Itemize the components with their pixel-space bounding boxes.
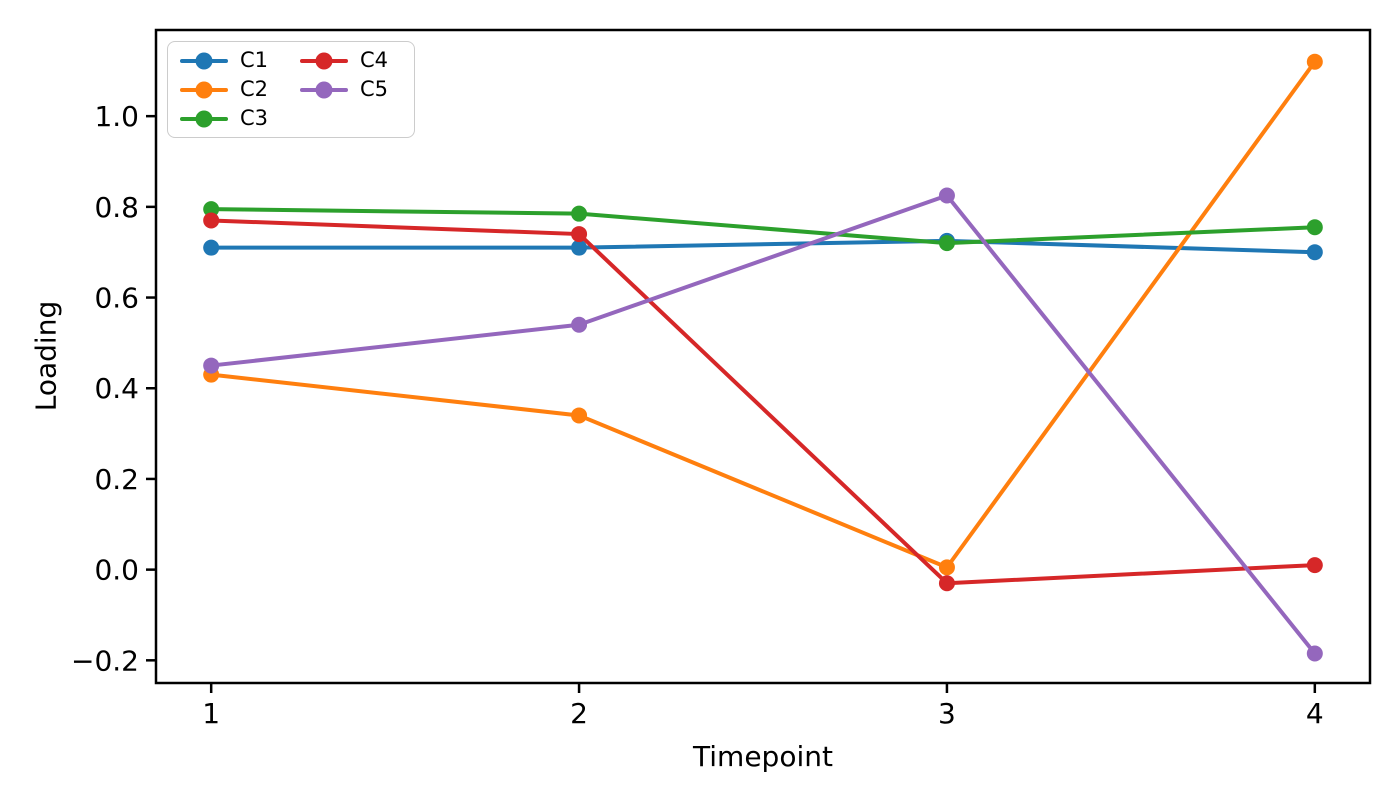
x-tick-label: 1	[202, 697, 220, 730]
legend-label: C2	[240, 77, 269, 101]
series-marker-C5	[203, 357, 220, 374]
y-axis-label: Loading	[29, 300, 63, 412]
legend-line-marker-icon	[300, 52, 348, 69]
y-tick-label: 0.2	[94, 463, 139, 496]
series-marker-C5	[1306, 645, 1323, 662]
legend-label: C5	[360, 77, 389, 101]
x-tick-label: 4	[1306, 697, 1324, 730]
y-tick-label: 0.8	[94, 191, 139, 224]
legend-item-C3: C3	[180, 104, 282, 133]
series-line-C5	[209, 193, 1317, 656]
legend-line-marker-icon	[180, 81, 228, 98]
series-marker-C1	[203, 239, 220, 256]
series-line-C3	[209, 207, 1317, 246]
plot-border	[154, 28, 1372, 685]
series-line-C2	[209, 59, 1317, 570]
legend: C1 C2 C3 C4 C5	[167, 41, 415, 138]
x-tick-label: 3	[938, 697, 956, 730]
series-marker-C5	[938, 187, 955, 204]
series-marker-C2	[1306, 53, 1323, 70]
x-tick-label: 2	[570, 697, 588, 730]
legend-dot-icon	[195, 81, 213, 98]
series-marker-C3	[203, 201, 220, 218]
series-line-C4	[209, 218, 1317, 586]
y-tick-label: −0.2	[71, 644, 139, 677]
legend-dot-icon	[315, 81, 333, 98]
x-axis-label: Timepoint	[693, 740, 833, 773]
series-marker-C2	[571, 407, 588, 424]
legend-item-C2: C2	[180, 75, 282, 104]
series-marker-C3	[1306, 219, 1323, 236]
y-tick-label: 0.4	[94, 372, 139, 405]
legend-label: C1	[240, 48, 269, 72]
legend-dot-icon	[315, 52, 333, 69]
legend-line-marker-icon	[180, 52, 228, 69]
legend-item-C5: C5	[300, 75, 402, 104]
legend-line-marker-icon	[300, 81, 348, 98]
series-marker-C4	[203, 212, 220, 229]
legend-label: C4	[360, 48, 389, 72]
series-marker-C1	[1306, 244, 1323, 261]
legend-item-C1: C1	[180, 46, 282, 75]
series-marker-C4	[571, 226, 588, 243]
legend-label: C3	[240, 106, 269, 130]
series-line-C1	[209, 238, 1317, 255]
y-tick-label: 0.0	[94, 554, 139, 587]
y-tick-label: 0.6	[94, 282, 139, 315]
series-marker-C4	[938, 575, 955, 592]
legend-dot-icon	[195, 52, 213, 69]
series-marker-C1	[571, 239, 588, 256]
series-marker-C4	[1306, 557, 1323, 574]
series-marker-C3	[938, 235, 955, 252]
y-tick-label: 1.0	[94, 100, 139, 133]
series-marker-C3	[571, 205, 588, 222]
series-marker-C5	[571, 316, 588, 333]
legend-line-marker-icon	[180, 110, 228, 127]
legend-dot-icon	[195, 110, 213, 127]
series-marker-C2	[938, 559, 955, 576]
legend-item-C4: C4	[300, 46, 402, 75]
